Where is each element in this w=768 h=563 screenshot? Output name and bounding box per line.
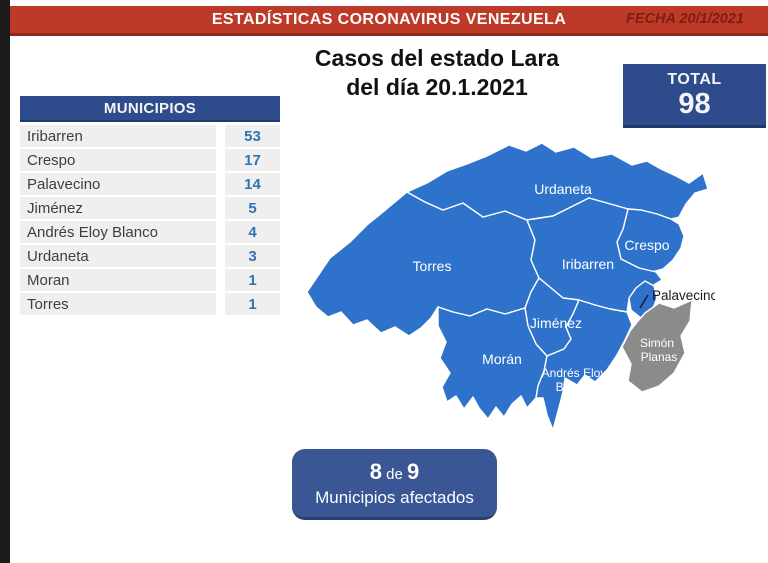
column-gap xyxy=(216,125,225,147)
municipio-name: Moran xyxy=(20,269,216,291)
map-label-iribarren: Iribarren xyxy=(562,256,614,272)
top-banner: ESTADÍSTICAS CORONAVIRUS VENEZUELA FECHA… xyxy=(10,6,768,36)
municipio-value: 3 xyxy=(225,245,280,267)
table-row: Torres 1 xyxy=(20,293,280,315)
municipality-urdaneta xyxy=(406,142,709,221)
municipio-name: Palavecino xyxy=(20,173,216,195)
municipio-name: Torres xyxy=(20,293,216,315)
municipio-value: 1 xyxy=(225,269,280,291)
municipio-value: 53 xyxy=(225,125,280,147)
map-label-palavecino: Palavecino xyxy=(652,288,715,303)
municipio-value: 1 xyxy=(225,293,280,315)
column-gap xyxy=(216,269,225,291)
affected-caption: Municipios afectados xyxy=(315,488,474,507)
column-gap xyxy=(216,149,225,171)
municipio-name: Crespo xyxy=(20,149,216,171)
affected-count-line: 8 de 9 xyxy=(292,459,497,485)
column-gap xyxy=(216,221,225,243)
page-title: Casos del estado Lara del día 20.1.2021 xyxy=(297,44,577,102)
municipality-moran xyxy=(437,306,548,420)
municipio-value: 17 xyxy=(225,149,280,171)
banner-date: FECHA 20/1/2021 xyxy=(626,11,744,27)
total-label: TOTAL xyxy=(667,71,722,88)
map-label-torres: Torres xyxy=(413,258,452,274)
affected-summary-badge: 8 de 9 Municipios afectados xyxy=(292,449,497,520)
municipality-simon-planas xyxy=(621,299,693,393)
map-label-crespo: Crespo xyxy=(624,237,669,253)
municipio-value: 14 xyxy=(225,173,280,195)
table-row: Crespo 17 xyxy=(20,149,280,171)
map-label-jimenez: Jiménez xyxy=(530,315,582,331)
map-label-simon-line1: Simón xyxy=(640,336,674,350)
affected-count: 8 xyxy=(369,459,382,484)
municipio-name: Andrés Eloy Blanco xyxy=(20,221,216,243)
table-row: Palavecino 14 xyxy=(20,173,280,195)
municipio-name: Urdaneta xyxy=(20,245,216,267)
page-title-line2: del día 20.1.2021 xyxy=(346,74,528,100)
column-gap xyxy=(216,197,225,219)
lara-state-map: Urdaneta Torres Crespo Iribarren Jiménez… xyxy=(295,130,718,440)
municipios-table-header: MUNICIPIOS xyxy=(20,96,280,122)
map-label-simon-line2: Planas xyxy=(641,350,678,364)
municipios-table: MUNICIPIOS Iribarren 53 Crespo 17 Palave… xyxy=(20,96,280,317)
municipality-andres-eloy-blanco xyxy=(535,299,633,431)
municipio-value: 5 xyxy=(225,197,280,219)
municipio-name: Iribarren xyxy=(20,125,216,147)
map-label-andres-line2: Blanco xyxy=(556,380,593,394)
table-row: Urdaneta 3 xyxy=(20,245,280,267)
affected-separator: de xyxy=(386,466,403,483)
affected-total: 9 xyxy=(407,459,420,484)
map-label-andres-line1: Andrés Eloy xyxy=(542,366,607,380)
column-gap xyxy=(216,245,225,267)
table-row: Jiménez 5 xyxy=(20,197,280,219)
map-label-moran: Morán xyxy=(482,351,522,367)
map-label-urdaneta: Urdaneta xyxy=(534,181,592,197)
municipio-name: Jiménez xyxy=(20,197,216,219)
total-box: TOTAL 98 xyxy=(623,64,766,128)
table-row: Andrés Eloy Blanco 4 xyxy=(20,221,280,243)
left-black-stripe xyxy=(0,0,10,563)
map-svg: Urdaneta Torres Crespo Iribarren Jiménez… xyxy=(306,142,718,431)
page-title-line1: Casos del estado Lara xyxy=(314,45,560,71)
total-value: 98 xyxy=(678,88,711,120)
banner-title: ESTADÍSTICAS CORONAVIRUS VENEZUELA xyxy=(211,10,567,28)
column-gap xyxy=(216,293,225,315)
table-row: Moran 1 xyxy=(20,269,280,291)
municipio-value: 4 xyxy=(225,221,280,243)
column-gap xyxy=(216,173,225,195)
municipios-rows: Iribarren 53 Crespo 17 Palavecino 14 Jim… xyxy=(20,125,280,315)
table-row: Iribarren 53 xyxy=(20,125,280,147)
palavecino-leader-line xyxy=(639,294,649,309)
